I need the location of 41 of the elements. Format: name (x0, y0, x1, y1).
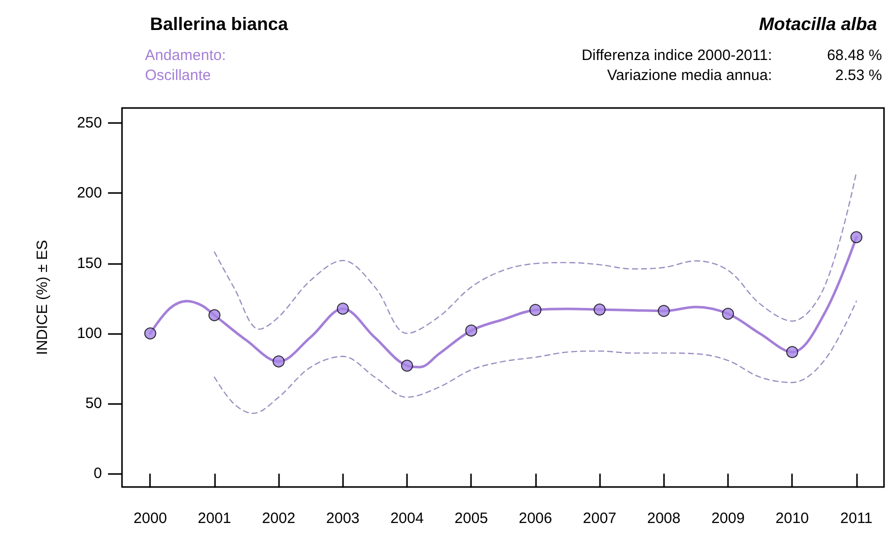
x-tick-label: 2009 (711, 510, 745, 527)
y-axis-title: INDICE (%) ± ES (34, 240, 51, 355)
text: 2.53 % (835, 67, 882, 84)
text: 68.48 % (826, 47, 882, 64)
text: Variazione media annua: (607, 67, 772, 84)
text: Oscillante (145, 67, 211, 84)
x-tick-label: 2011 (840, 510, 873, 527)
text: Andamento: (145, 47, 226, 64)
x-tick-label: 2004 (390, 510, 424, 527)
y-tick-label: 0 (94, 465, 102, 482)
point (594, 304, 606, 316)
point (722, 308, 734, 320)
point (465, 324, 478, 337)
y-tick-label: 250 (76, 114, 102, 132)
point (208, 309, 220, 322)
x-tick-label: 2007 (582, 510, 616, 527)
x-tick-label: 2006 (518, 510, 552, 527)
chart-subtitle: Motacilla alba (758, 14, 878, 34)
y-tick-label: 50 (85, 395, 102, 412)
point (529, 304, 542, 316)
x-tick-label: 2010 (776, 510, 809, 527)
point (850, 231, 862, 244)
x-tick-label: 2000 (134, 510, 167, 527)
point (786, 346, 798, 358)
x-tick-label: 2001 (198, 510, 232, 527)
x-tick-label: 2005 (454, 510, 488, 527)
x-tick-label: 2003 (326, 510, 360, 527)
point (272, 355, 285, 368)
point (401, 360, 414, 372)
point (658, 304, 670, 317)
line-series (214, 172, 857, 334)
point (144, 327, 156, 340)
text: Differenza indice 2000-2011: (582, 47, 772, 64)
point (336, 302, 349, 315)
x-tick-label: 2008 (647, 510, 680, 527)
y-tick-label: 200 (76, 184, 102, 202)
chart-title: Ballerina bianca (150, 14, 290, 34)
y-tick-label: 100 (76, 324, 102, 342)
line-series (214, 300, 857, 414)
x-tick-label: 2002 (262, 510, 296, 527)
y-tick-label: 150 (76, 254, 102, 272)
